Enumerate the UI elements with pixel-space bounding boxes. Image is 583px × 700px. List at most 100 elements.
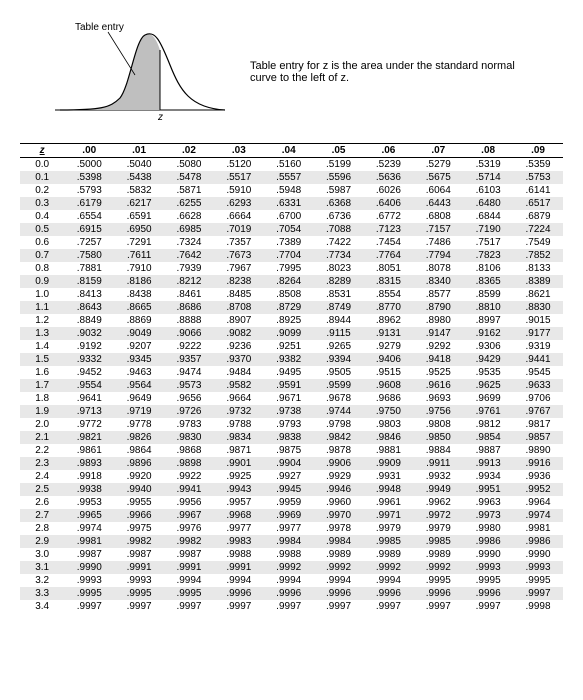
prob-value: .9505: [314, 366, 364, 379]
prob-value: .8531: [314, 288, 364, 301]
prob-value: .9992: [413, 561, 463, 574]
prob-value: .9049: [114, 327, 164, 340]
prob-value: .9934: [463, 470, 513, 483]
prob-value: .9713: [64, 405, 114, 418]
prob-value: .9192: [64, 340, 114, 353]
prob-value: .9979: [363, 522, 413, 535]
prob-value: .8023: [314, 262, 364, 275]
prob-value: .9535: [463, 366, 513, 379]
prob-value: .9931: [363, 470, 413, 483]
z-value: 1.8: [20, 392, 64, 405]
prob-value: .9985: [363, 535, 413, 548]
prob-value: .9967: [164, 509, 214, 522]
z-value: 2.2: [20, 444, 64, 457]
prob-value: .9978: [314, 522, 364, 535]
prob-value: .7794: [413, 249, 463, 262]
header-row: z .00 .01 .02 .03 .04 .05 .06 .07 .08 .0…: [20, 144, 563, 158]
prob-value: .9994: [164, 574, 214, 587]
prob-value: .9988: [264, 548, 314, 561]
prob-value: .7995: [264, 262, 314, 275]
table-row: 1.4.9192.9207.9222.9236.9251.9265.9279.9…: [20, 340, 563, 353]
prob-value: .6331: [264, 197, 314, 210]
prob-value: .8830: [513, 301, 563, 314]
col-header: .01: [114, 144, 164, 158]
prob-value: .8289: [314, 275, 364, 288]
prob-value: .9772: [64, 418, 114, 431]
prob-value: .9994: [314, 574, 364, 587]
prob-value: .9901: [214, 457, 264, 470]
prob-value: .6808: [413, 210, 463, 223]
prob-value: .5832: [114, 184, 164, 197]
z-value: 2.6: [20, 496, 64, 509]
prob-value: .9973: [463, 509, 513, 522]
prob-value: .9995: [114, 587, 164, 600]
table-row: 2.7.9965.9966.9967.9968.9969.9970.9971.9…: [20, 509, 563, 522]
prob-value: .7454: [363, 236, 413, 249]
z-value: 1.4: [20, 340, 64, 353]
prob-value: .9857: [513, 431, 563, 444]
prob-value: .5398: [64, 171, 114, 184]
prob-value: .9909: [363, 457, 413, 470]
table-row: 2.2.9861.9864.9868.9871.9875.9878.9881.9…: [20, 444, 563, 457]
z-value: 3.2: [20, 574, 64, 587]
prob-value: .7517: [463, 236, 513, 249]
prob-value: .9938: [64, 483, 114, 496]
prob-value: .7764: [363, 249, 413, 262]
table-row: 1.7.9554.9564.9573.9582.9591.9599.9608.9…: [20, 379, 563, 392]
col-header: .07: [413, 144, 463, 158]
prob-value: .6879: [513, 210, 563, 223]
prob-value: .8944: [314, 314, 364, 327]
prob-value: .9699: [463, 392, 513, 405]
prob-value: .8810: [463, 301, 513, 314]
prob-value: .9988: [214, 548, 264, 561]
prob-value: .8389: [513, 275, 563, 288]
prob-value: .9732: [214, 405, 264, 418]
prob-value: .9998: [513, 600, 563, 613]
prob-value: .9936: [513, 470, 563, 483]
z-value: 0.7: [20, 249, 64, 262]
prob-value: .9992: [363, 561, 413, 574]
prob-value: .9821: [64, 431, 114, 444]
prob-value: .9941: [164, 483, 214, 496]
prob-value: .9649: [114, 392, 164, 405]
prob-value: .9817: [513, 418, 563, 431]
prob-value: .9884: [413, 444, 463, 457]
prob-value: .9515: [363, 366, 413, 379]
prob-value: .9987: [164, 548, 214, 561]
prob-value: .9990: [463, 548, 513, 561]
prob-value: .9993: [513, 561, 563, 574]
prob-value: .8665: [114, 301, 164, 314]
prob-value: .6141: [513, 184, 563, 197]
prob-value: .9922: [164, 470, 214, 483]
prob-value: .9904: [264, 457, 314, 470]
prob-value: .7549: [513, 236, 563, 249]
prob-value: .8106: [463, 262, 513, 275]
prob-value: .5636: [363, 171, 413, 184]
prob-value: .9979: [413, 522, 463, 535]
prob-value: .9441: [513, 353, 563, 366]
prob-value: .9678: [314, 392, 364, 405]
prob-value: .5080: [164, 158, 214, 172]
prob-value: .9997: [214, 600, 264, 613]
prob-value: .9977: [264, 522, 314, 535]
prob-value: .9345: [114, 353, 164, 366]
prob-value: .6985: [164, 223, 214, 236]
prob-value: .9099: [264, 327, 314, 340]
prob-value: .8078: [413, 262, 463, 275]
prob-value: .9948: [363, 483, 413, 496]
prob-value: .8413: [64, 288, 114, 301]
prob-value: .8643: [64, 301, 114, 314]
prob-value: .9997: [463, 600, 513, 613]
prob-value: .9767: [513, 405, 563, 418]
prob-value: .5910: [214, 184, 264, 197]
prob-value: .8888: [164, 314, 214, 327]
z-value: 1.9: [20, 405, 64, 418]
col-header: .06: [363, 144, 413, 158]
prob-value: .9778: [114, 418, 164, 431]
prob-value: .8577: [413, 288, 463, 301]
table-row: 0.6.7257.7291.7324.7357.7389.7422.7454.7…: [20, 236, 563, 249]
z-value: 2.8: [20, 522, 64, 535]
prob-value: .6217: [114, 197, 164, 210]
prob-value: .9279: [363, 340, 413, 353]
prob-value: .7673: [214, 249, 264, 262]
